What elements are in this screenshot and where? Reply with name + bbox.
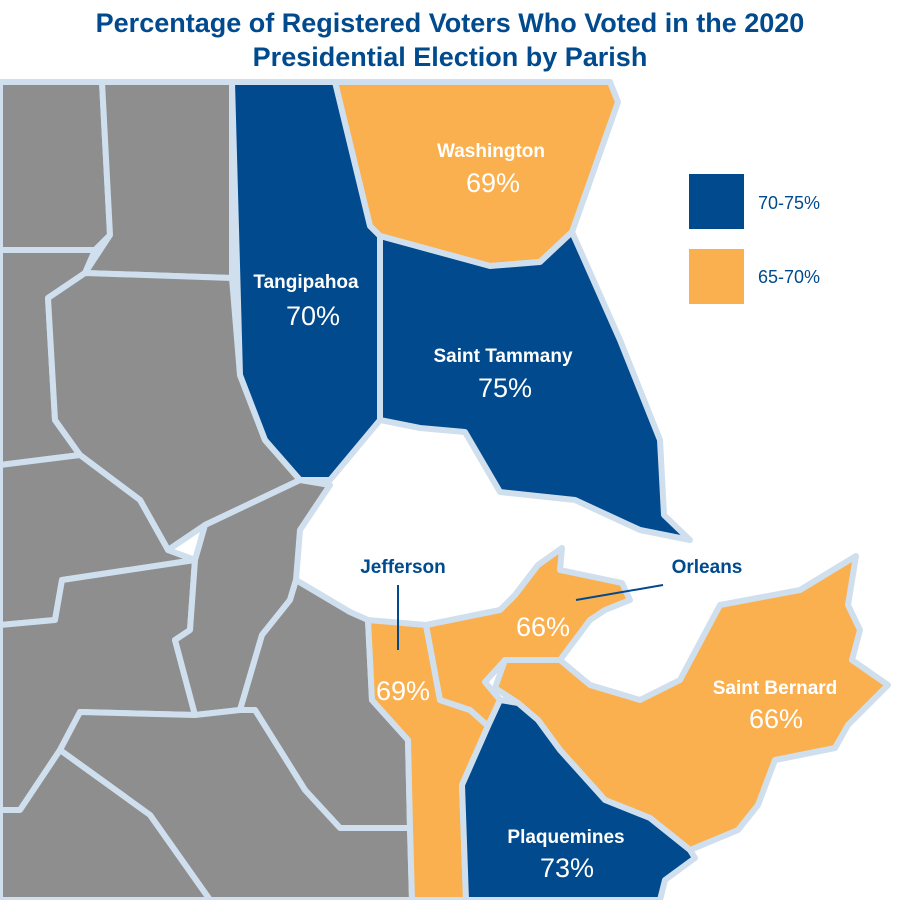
saint-bernard-value: 66% bbox=[749, 704, 803, 734]
orleans-callout-label: Orleans bbox=[672, 557, 743, 578]
map-title-line-2: Presidential Election by Parish bbox=[252, 42, 648, 72]
washington-value: 69% bbox=[466, 168, 520, 198]
parish-gray-sw2 bbox=[0, 747, 213, 900]
legend-label-high: 70-75% bbox=[758, 193, 820, 213]
legend-swatch-high bbox=[689, 174, 744, 229]
map-title-line-1: Percentage of Registered Voters Who Vote… bbox=[95, 8, 805, 38]
orleans-leader-line bbox=[575, 584, 664, 601]
tangipahoa-value: 70% bbox=[286, 301, 340, 331]
parish-tangipahoa[interactable] bbox=[229, 79, 383, 483]
plaquemines-value: 73% bbox=[540, 853, 594, 883]
legend-label-mid: 65-70% bbox=[758, 267, 820, 287]
legend: 70-75% 65-70% bbox=[689, 174, 820, 304]
parish-gray-nw bbox=[0, 79, 113, 253]
plaquemines-name: Plaquemines bbox=[507, 827, 624, 848]
jefferson-callout-label: Jefferson bbox=[360, 557, 446, 578]
washington-name: Washington bbox=[437, 141, 545, 162]
jefferson-value: 69% bbox=[376, 676, 430, 706]
parish-plaquemines[interactable] bbox=[459, 697, 698, 900]
parish-jefferson-east[interactable] bbox=[423, 545, 633, 729]
legend-swatch-mid bbox=[689, 249, 744, 304]
parish-saint-tammany[interactable] bbox=[377, 229, 693, 543]
parish-gray-n bbox=[82, 79, 235, 281]
map-title: Percentage of Registered Voters Who Vote… bbox=[0, 6, 900, 74]
tangipahoa-name: Tangipahoa bbox=[253, 272, 359, 293]
saint-bernard-name: Saint Bernard bbox=[713, 678, 838, 699]
saint-tammany-value: 75% bbox=[478, 373, 532, 403]
saint-tammany-name: Saint Tammany bbox=[433, 346, 572, 367]
orleans-value: 66% bbox=[516, 612, 570, 642]
